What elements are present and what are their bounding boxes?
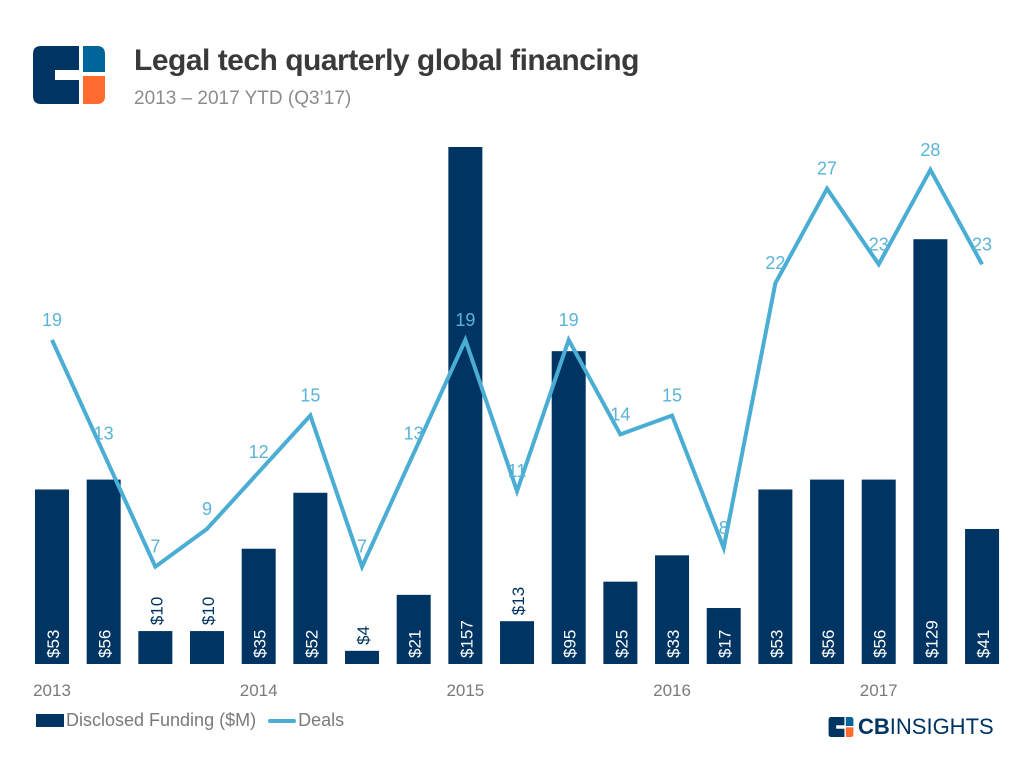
funding-bar-label: $21 xyxy=(406,630,425,658)
funding-bar xyxy=(345,650,380,664)
deals-label: 13 xyxy=(404,423,424,443)
deals-label: 9 xyxy=(202,499,212,519)
funding-bar-label: $17 xyxy=(716,630,735,658)
legend-deals-label: Deals xyxy=(298,710,345,730)
funding-bar-label: $56 xyxy=(819,630,838,658)
legend-deals-swatch xyxy=(268,718,297,723)
funding-bar-label: $10 xyxy=(199,597,218,625)
funding-bar xyxy=(86,479,121,664)
funding-bar-label: $56 xyxy=(96,630,115,658)
funding-bar-label: $157 xyxy=(457,620,476,658)
chart-title: Legal tech quarterly global financing xyxy=(134,44,639,77)
brand-insights: INSIGHTS xyxy=(889,714,994,739)
x-tick-label: 2016 xyxy=(653,681,691,700)
x-tick-label: 2014 xyxy=(240,681,278,700)
funding-bar-label: $13 xyxy=(509,587,528,615)
deals-label: 22 xyxy=(765,253,785,273)
deals-label: 27 xyxy=(817,159,837,179)
funding-bar xyxy=(190,631,225,664)
deals-label: 13 xyxy=(94,423,114,443)
funding-bar xyxy=(655,555,690,664)
funding-bar-label: $10 xyxy=(147,597,166,625)
funding-bar xyxy=(551,351,586,664)
funding-bar xyxy=(861,479,896,664)
funding-bar xyxy=(965,528,1000,664)
deals-label: 11 xyxy=(508,461,527,481)
funding-bar xyxy=(241,548,276,664)
funding-bar-label: $35 xyxy=(251,630,270,658)
funding-bar-label: $25 xyxy=(612,630,631,658)
funding-bar-label: $53 xyxy=(44,630,63,658)
funding-bar xyxy=(706,608,741,664)
funding-bar xyxy=(603,581,638,664)
funding-bar xyxy=(396,594,431,664)
deals-label: 15 xyxy=(662,386,682,406)
deals-label: 12 xyxy=(249,442,269,462)
cb-insights-logo-icon xyxy=(33,46,105,104)
brand-cb: CB xyxy=(858,714,890,739)
x-tick-label: 2017 xyxy=(860,681,898,700)
funding-bar xyxy=(448,146,483,664)
deals-label: 15 xyxy=(300,386,320,406)
x-tick-label: 2015 xyxy=(446,681,484,700)
deals-label: 23 xyxy=(972,234,992,254)
deals-label: 23 xyxy=(869,234,889,254)
funding-bar-label: $33 xyxy=(664,630,683,658)
funding-bar-label: $52 xyxy=(302,630,321,658)
funding-bar-label: $95 xyxy=(561,630,580,658)
funding-bar xyxy=(500,621,535,664)
deals-label: 7 xyxy=(357,537,367,557)
deals-label: 19 xyxy=(559,310,579,330)
legend-funding-label: Disclosed Funding ($M) xyxy=(66,710,257,730)
deals-label: 14 xyxy=(610,404,630,424)
x-tick-label: 2013 xyxy=(33,681,71,700)
cb-brand-logo-icon xyxy=(828,717,854,737)
chart-subtitle: 2013 – 2017 YTD (Q3’17) xyxy=(134,88,352,109)
funding-bar xyxy=(293,492,328,664)
funding-bar xyxy=(138,631,173,664)
deals-label: 19 xyxy=(42,310,62,330)
legend-funding-swatch xyxy=(36,714,64,727)
funding-bar xyxy=(758,489,793,664)
cb-insights-brand: CB INSIGHTS xyxy=(828,714,994,740)
deals-label: 7 xyxy=(150,537,160,557)
deals-label: 8 xyxy=(719,518,729,538)
deals-label: 19 xyxy=(455,310,475,330)
funding-bar xyxy=(810,479,845,664)
funding-bar-label: $129 xyxy=(922,620,941,658)
funding-bar-label: $4 xyxy=(354,626,373,645)
funding-bar xyxy=(35,489,69,664)
funding-bar xyxy=(913,239,948,664)
funding-bar-label: $41 xyxy=(974,630,993,658)
legend: Disclosed Funding ($M) Deals xyxy=(36,710,344,731)
deals-label: 28 xyxy=(920,140,940,160)
funding-bar-label: $56 xyxy=(871,630,890,658)
funding-bar-label: $53 xyxy=(767,630,786,658)
